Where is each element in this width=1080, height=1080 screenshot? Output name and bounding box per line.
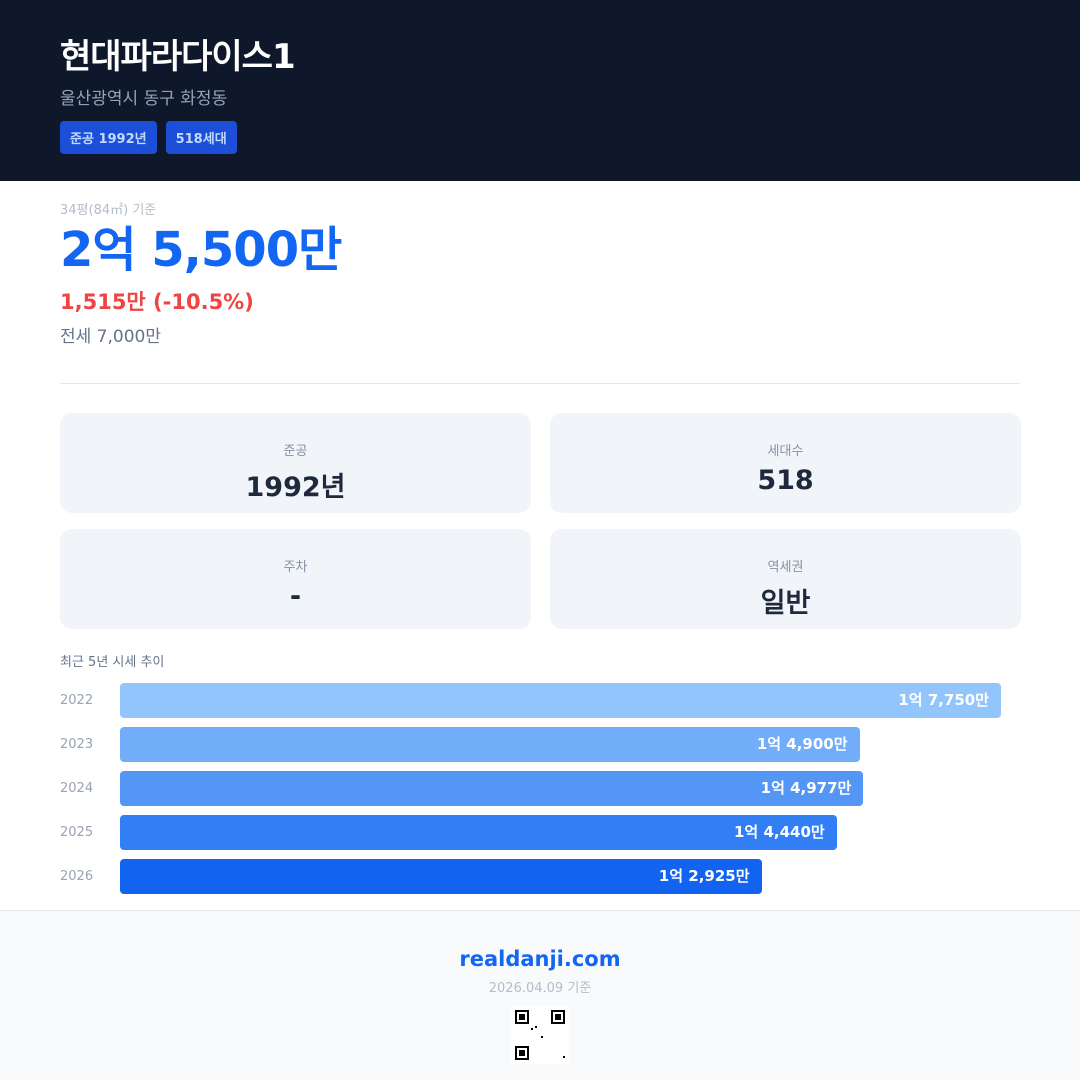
year-label: 2022	[60, 693, 94, 708]
card-parking: 주차 -	[60, 529, 531, 629]
trend-bars: 2022 1억 7,750만 2023 1억 4,900만 2024 1억 4,977…	[60, 683, 1020, 894]
reference-date: 2026.04.09 기준	[488, 981, 592, 996]
address: 울산광역시 동구 화정동	[60, 89, 228, 109]
card-value: 1992년	[245, 472, 346, 503]
trend-bar: 1억 7,750만	[120, 683, 1001, 718]
card-built: 준공 1992년	[60, 413, 531, 513]
header: 현대파라다이스1 울산광역시 동구 화정동 준공 1992년 518세대	[0, 0, 1080, 181]
trend-bar: 1억 4,440만	[120, 815, 837, 850]
year-label: 2026	[60, 869, 94, 884]
site-link[interactable]: realdanji.com	[459, 947, 621, 971]
price-value: 2억 5,500만	[60, 222, 342, 278]
card-label: 준공	[283, 444, 308, 459]
card-households: 세대수 518	[550, 413, 1021, 513]
year-label: 2024	[60, 781, 94, 796]
card-label: 주차	[283, 560, 308, 575]
trend-title: 최근 5년 시세 추이	[60, 655, 165, 670]
trend-bar: 1억 4,977만	[120, 771, 864, 806]
trend-row: 2025 1억 4,440만	[60, 815, 1020, 850]
price-basis: 34평(84㎡) 기준	[60, 203, 157, 218]
price-change: 1,515만 (-10.5%)	[60, 290, 254, 314]
trend-bar: 1억 2,925만	[120, 859, 762, 894]
card-value: 일반	[760, 588, 811, 619]
trend-row: 2026 1억 2,925만	[60, 859, 1020, 894]
card-value: 518	[757, 465, 814, 496]
footer: realdanji.com 2026.04.09 기준	[0, 910, 1080, 1080]
jeonse-price: 전세 7,000만	[60, 327, 161, 347]
tag-households: 518세대	[165, 121, 237, 154]
trend-row: 2022 1억 7,750만	[60, 683, 1020, 718]
card-label: 세대수	[767, 444, 804, 459]
complex-title: 현대파라다이스1	[60, 37, 296, 77]
year-label: 2025	[60, 825, 94, 840]
trend-row: 2023 1억 4,900만	[60, 727, 1020, 762]
trend-row: 2024 1억 4,977만	[60, 771, 1020, 806]
qr-code-icon	[511, 1006, 569, 1064]
divider	[60, 383, 1020, 384]
trend-bar: 1억 4,900만	[120, 727, 860, 762]
tag-built-year: 준공 1992년	[60, 121, 157, 154]
card-value: -	[289, 581, 302, 612]
card-label: 역세권	[767, 560, 804, 575]
year-label: 2023	[60, 737, 94, 752]
